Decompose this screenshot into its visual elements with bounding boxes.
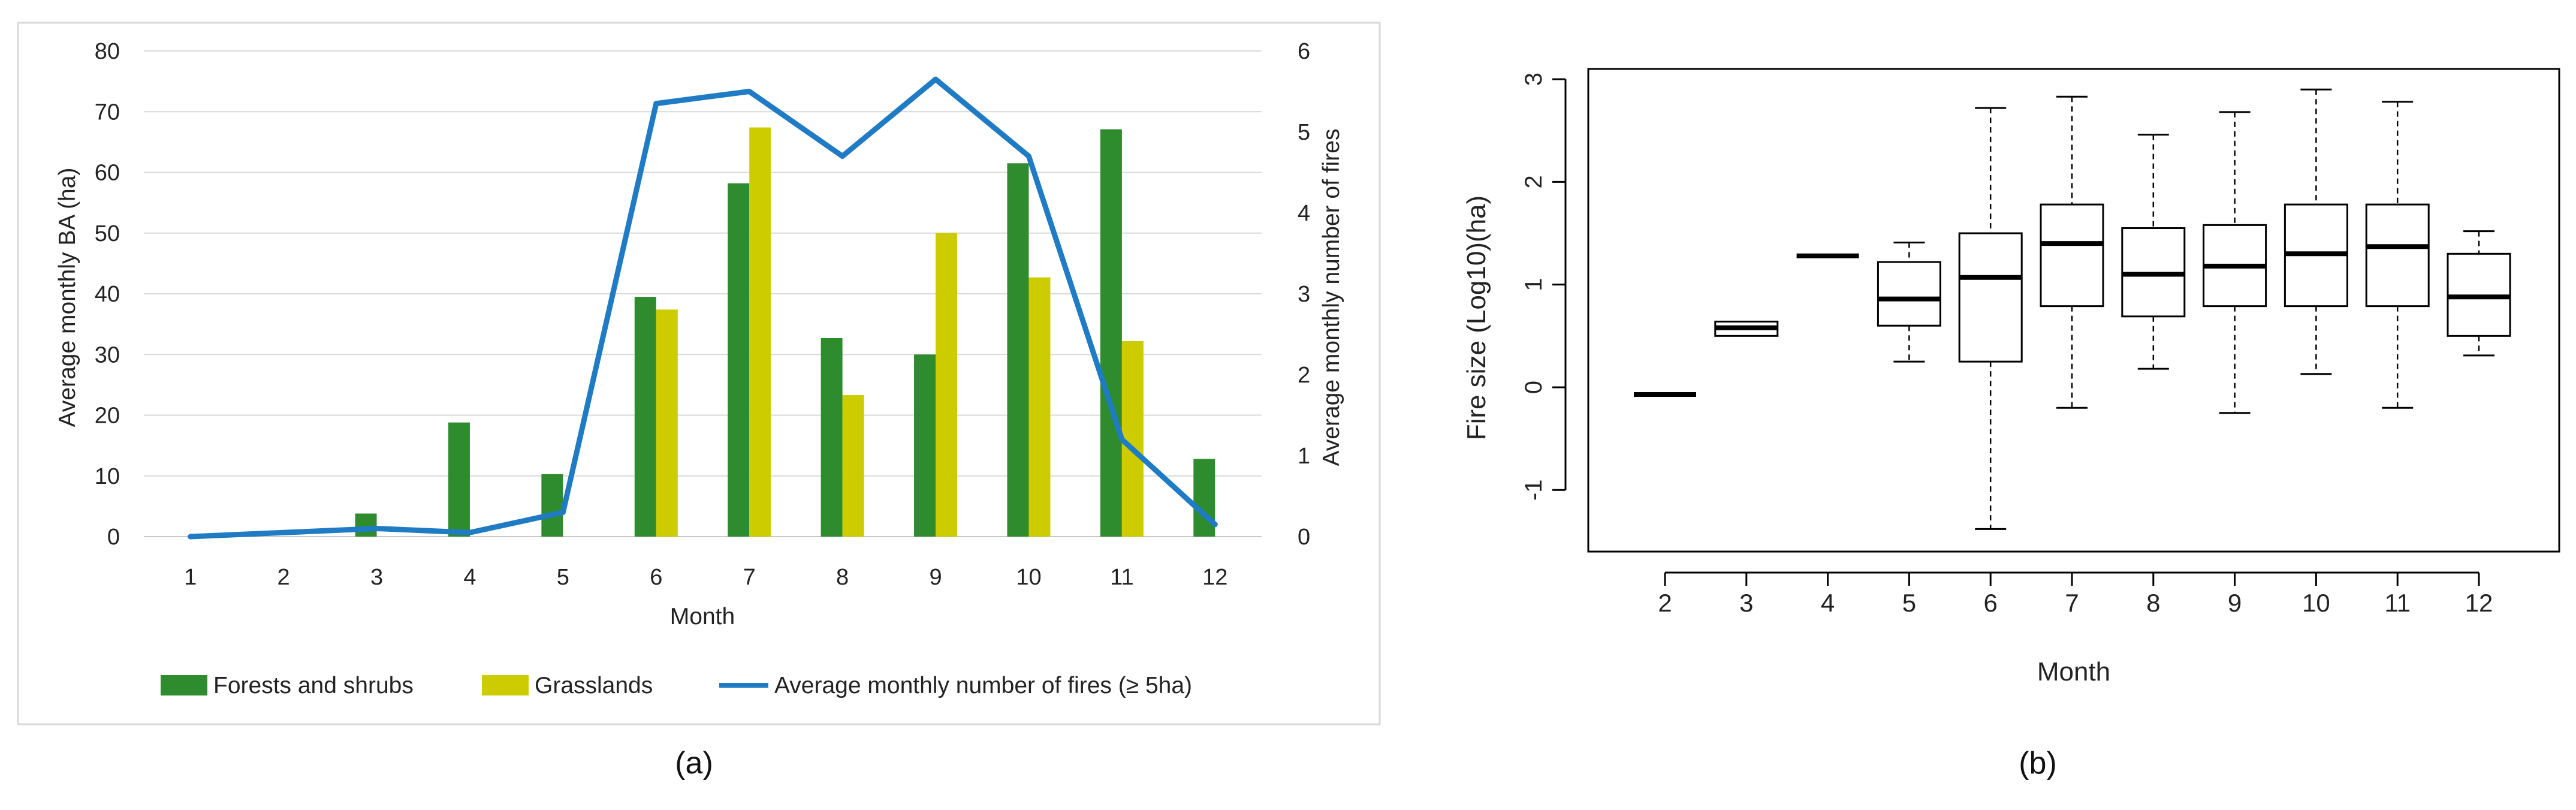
panel-b-x-tick-label-4: 4 — [1821, 589, 1835, 617]
panel-b-x-tick-label-12: 12 — [2465, 589, 2493, 617]
panel-a-y2-axis-title: Average monthly number of fires — [1319, 129, 1344, 466]
panel-b-x-tick-label-7: 7 — [2065, 589, 2079, 617]
y-tick-label-80: 80 — [95, 39, 120, 64]
bar-grasslands-month-6 — [656, 309, 678, 537]
legend-label-fires: Average monthly number of fires (≥ 5ha) — [774, 673, 1192, 698]
box-month-7 — [2040, 203, 2104, 308]
x-tick-label-10: 10 — [1016, 565, 1041, 590]
x-tick-label-12: 12 — [1202, 565, 1227, 590]
y-tick-label-0: 0 — [107, 525, 120, 550]
panel-b-x-tick-label-9: 9 — [2228, 589, 2242, 617]
x-tick-label-6: 6 — [650, 565, 662, 590]
legend-label-grasslands: Grasslands — [535, 673, 653, 698]
panel-b-y-axis-title: Fire size (Log10)(ha) — [1462, 195, 1491, 440]
box-month-5 — [1877, 261, 1941, 327]
box-month-6 — [1958, 232, 2023, 363]
panel-a-legend: Forests and shrubs Grasslands Average mo… — [161, 673, 1192, 698]
y2-tick-label-3: 3 — [1298, 282, 1310, 307]
x-tick-label-5: 5 — [557, 565, 569, 590]
y2-tick-label-1: 1 — [1298, 444, 1310, 469]
x-tick-label-11: 11 — [1110, 565, 1133, 590]
x-tick-label-7: 7 — [743, 565, 756, 590]
panel-b-x-tick-label-6: 6 — [1984, 589, 1998, 617]
panel-b-y-tick-label-2: 2 — [1521, 175, 1547, 188]
panel-b-y-tick-label--1: -1 — [1521, 479, 1547, 501]
x-tick-label-1: 1 — [184, 565, 197, 590]
panel-b-x-tick-label-11: 11 — [2384, 589, 2411, 617]
y2-tick-label-0: 0 — [1298, 525, 1310, 550]
y-tick-label-40: 40 — [95, 282, 120, 307]
panel-b-x-tick-label-10: 10 — [2302, 589, 2330, 617]
panel-b-x-tick-label-3: 3 — [1739, 589, 1753, 617]
panel-b-x-axis-title: Month — [2037, 657, 2110, 686]
panel-a-frame — [17, 22, 1381, 725]
y-tick-label-10: 10 — [95, 464, 120, 489]
panel-b-label: (b) — [2019, 746, 2057, 781]
box-month-11 — [2365, 203, 2430, 308]
bar-grasslands-month-7 — [749, 127, 771, 537]
y2-tick-label-4: 4 — [1298, 201, 1310, 226]
panel-b-x-tick-label-8: 8 — [2146, 589, 2160, 617]
panel-a-gridlines — [144, 50, 1262, 537]
y-tick-label-50: 50 — [95, 221, 120, 246]
fires-line — [188, 76, 1218, 540]
y-tick-label-70: 70 — [95, 100, 120, 125]
bar-forests-month-5 — [541, 474, 563, 537]
panel-b-y-tick-label-3: 3 — [1521, 73, 1547, 86]
x-tick-label-8: 8 — [836, 565, 849, 590]
x-tick-label-4: 4 — [463, 565, 476, 590]
bar-grasslands-month-8 — [842, 395, 864, 537]
x-tick-label-3: 3 — [370, 565, 383, 590]
bar-forests-month-11 — [1100, 129, 1122, 537]
panel-a-label: (a) — [675, 746, 713, 781]
legend-label-forests: Forests and shrubs — [213, 673, 414, 698]
panel-b-y-tick-label-1: 1 — [1521, 278, 1547, 291]
x-tick-label-2: 2 — [277, 565, 290, 590]
y-tick-label-60: 60 — [95, 161, 120, 186]
y2-tick-label-6: 6 — [1298, 39, 1310, 64]
panel-b-x-tick-label-5: 5 — [1902, 589, 1916, 617]
bar-grasslands-month-10 — [1028, 277, 1051, 537]
panel-b-y-tick-label-0: 0 — [1521, 381, 1547, 394]
y-tick-label-30: 30 — [95, 342, 120, 368]
bar-forests-month-10 — [1007, 163, 1029, 537]
panel-a-y-axis-title: Average monthly BA (ha) — [55, 168, 80, 427]
bar-grasslands-month-9 — [936, 233, 958, 537]
y2-tick-label-5: 5 — [1298, 120, 1310, 145]
bar-forests-month-8 — [821, 338, 843, 537]
bar-forests-month-3 — [355, 513, 377, 537]
panel-a-x-axis-title: Month — [670, 604, 735, 630]
panel-a-bars — [355, 127, 1215, 537]
bar-forests-month-9 — [914, 354, 936, 537]
bar-grasslands-month-11 — [1121, 341, 1144, 537]
panel-b-boxes — [1634, 88, 2511, 530]
x-tick-label-9: 9 — [929, 565, 942, 590]
bar-forests-month-7 — [728, 183, 750, 537]
panel-b-x-tick-label-2: 2 — [1658, 589, 1672, 617]
panel-a-line-series — [188, 76, 1218, 540]
y-tick-label-20: 20 — [95, 404, 120, 429]
panel-b-plot-frame — [1587, 68, 2560, 553]
bar-forests-month-6 — [634, 297, 656, 537]
legend-swatch-forests — [161, 675, 207, 695]
y2-tick-label-2: 2 — [1298, 363, 1310, 388]
legend-swatch-grasslands — [482, 675, 529, 695]
bar-forests-month-4 — [448, 422, 470, 537]
